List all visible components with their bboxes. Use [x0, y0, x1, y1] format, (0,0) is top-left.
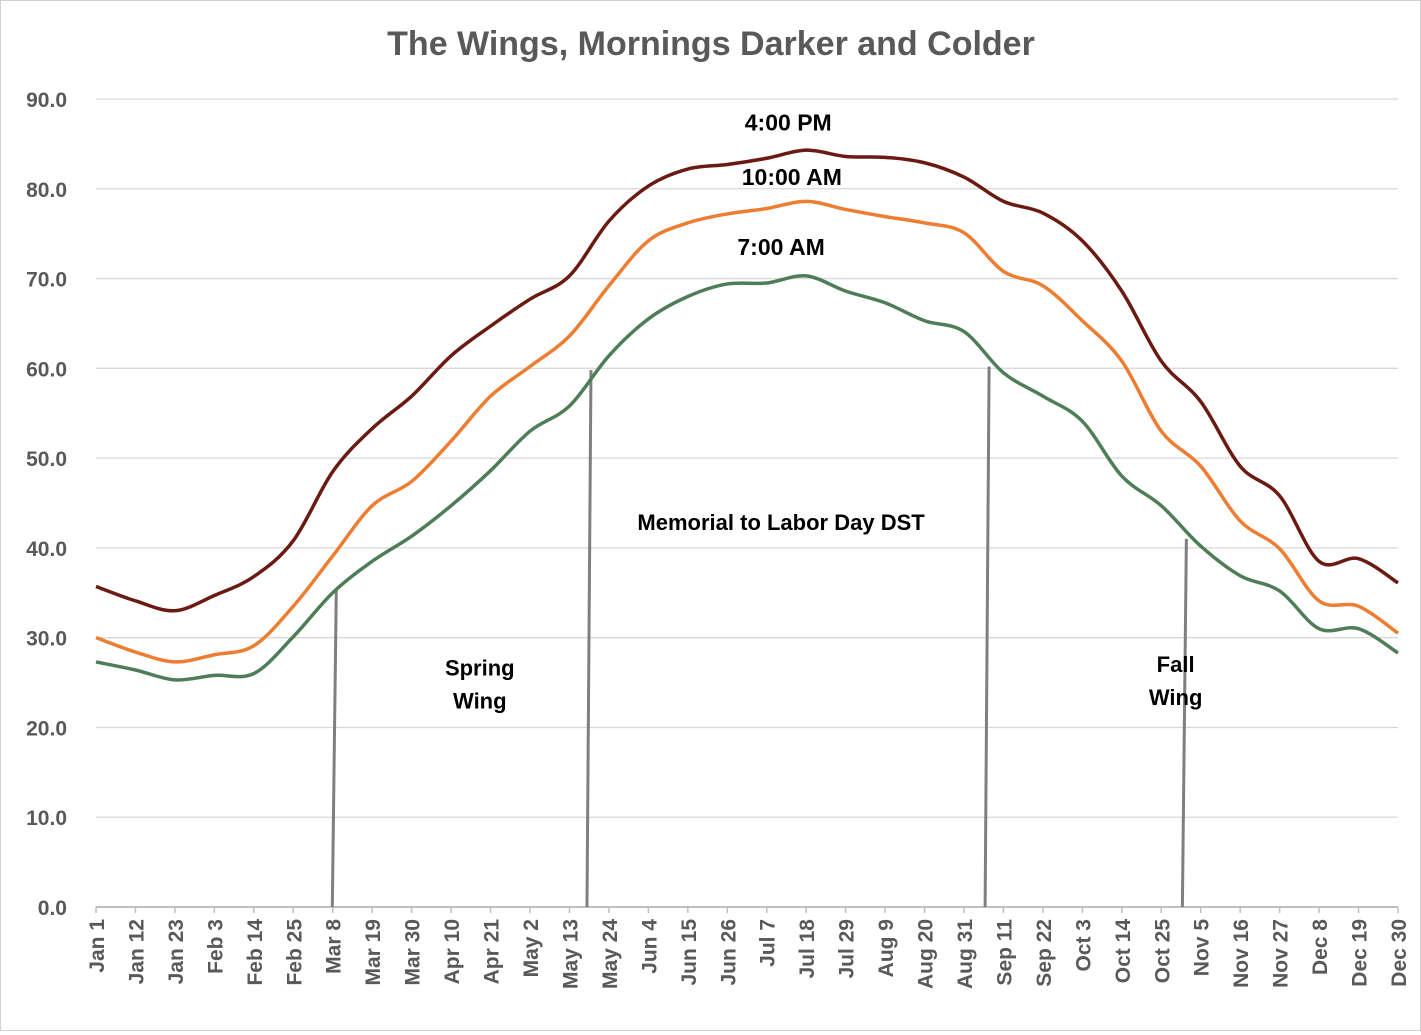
- annotation-text: Memorial to Labor Day DST: [637, 510, 925, 535]
- x-tick-label: Nov 16: [1230, 919, 1253, 988]
- x-tick-label: Dec 8: [1309, 919, 1332, 975]
- series-label: 10:00 AM: [742, 164, 842, 190]
- x-tick-label: Jan 1: [86, 919, 109, 973]
- y-tick-label: 20.0: [26, 717, 67, 740]
- series-label: 4:00 PM: [745, 109, 832, 135]
- y-tick-label: 80.0: [26, 179, 67, 202]
- x-tick-label: Oct 3: [1072, 919, 1095, 972]
- y-tick-label: 50.0: [26, 448, 67, 471]
- x-tick-label: Aug 31: [954, 919, 977, 989]
- x-tick-label: Jun 26: [717, 919, 740, 986]
- annotation-text: Fall: [1157, 652, 1195, 677]
- x-tick-label: May 13: [559, 919, 582, 989]
- series-line-4-00-pm: [95, 148, 1399, 613]
- series-label: 7:00 AM: [737, 234, 824, 260]
- x-tick-label: Aug 9: [875, 919, 898, 977]
- annotation-text: Wing: [453, 688, 507, 713]
- x-tick-label: May 2: [520, 919, 543, 977]
- annotation-text: Spring: [445, 655, 515, 680]
- series-line-10-00-am: [95, 199, 1400, 664]
- x-tick-label: Jan 23: [165, 919, 188, 984]
- y-tick-label: 0.0: [38, 897, 67, 920]
- y-tick-label: 10.0: [26, 807, 67, 830]
- x-tick-label: Jun 4: [638, 919, 661, 974]
- x-tick-label: Sep 22: [1033, 919, 1056, 987]
- x-tick-label: Jan 12: [125, 919, 148, 984]
- x-tick-label: Feb 25: [283, 919, 306, 986]
- dst-boundary-line: [585, 370, 593, 908]
- x-tick-label: Aug 20: [915, 919, 938, 989]
- dst-boundary-line: [1180, 538, 1188, 908]
- annotation-text: Wing: [1149, 685, 1203, 710]
- x-tick-label: Oct 14: [1112, 919, 1135, 984]
- x-tick-label: May 24: [599, 919, 622, 989]
- x-tick-label: Jun 15: [678, 919, 701, 986]
- x-tick-label: Oct 25: [1151, 919, 1174, 984]
- series-line-7-00-am: [95, 273, 1399, 682]
- x-tick-label: Dec 30: [1388, 919, 1411, 987]
- y-tick-label: 30.0: [26, 628, 67, 651]
- x-tick-label: Jul 18: [796, 919, 819, 979]
- y-tick-label: 90.0: [26, 89, 67, 112]
- dst-boundary-line: [330, 588, 338, 908]
- dst-boundary-line: [983, 366, 991, 908]
- y-tick-label: 40.0: [26, 538, 67, 561]
- chart-title: The Wings, Mornings Darker and Colder: [387, 25, 1035, 63]
- x-tick-label: Mar 8: [323, 919, 346, 974]
- x-tick-label: Dec 19: [1349, 919, 1372, 987]
- x-tick-label: Feb 14: [244, 919, 267, 986]
- y-tick-label: 70.0: [26, 269, 67, 292]
- x-tick-label: Sep 11: [993, 919, 1016, 986]
- x-tick-label: Nov 5: [1191, 919, 1214, 977]
- x-tick-label: Mar 30: [402, 919, 425, 986]
- y-tick-label: 60.0: [26, 358, 67, 381]
- x-tick-label: Mar 19: [362, 919, 385, 986]
- x-tick-label: Feb 3: [204, 919, 227, 974]
- x-tick-label: Nov 27: [1270, 919, 1293, 988]
- x-tick-label: Apr 10: [441, 919, 464, 984]
- x-tick-label: Jul 29: [836, 919, 859, 979]
- x-tick-label: Apr 21: [481, 919, 504, 985]
- x-tick-label: Jul 7: [757, 919, 780, 967]
